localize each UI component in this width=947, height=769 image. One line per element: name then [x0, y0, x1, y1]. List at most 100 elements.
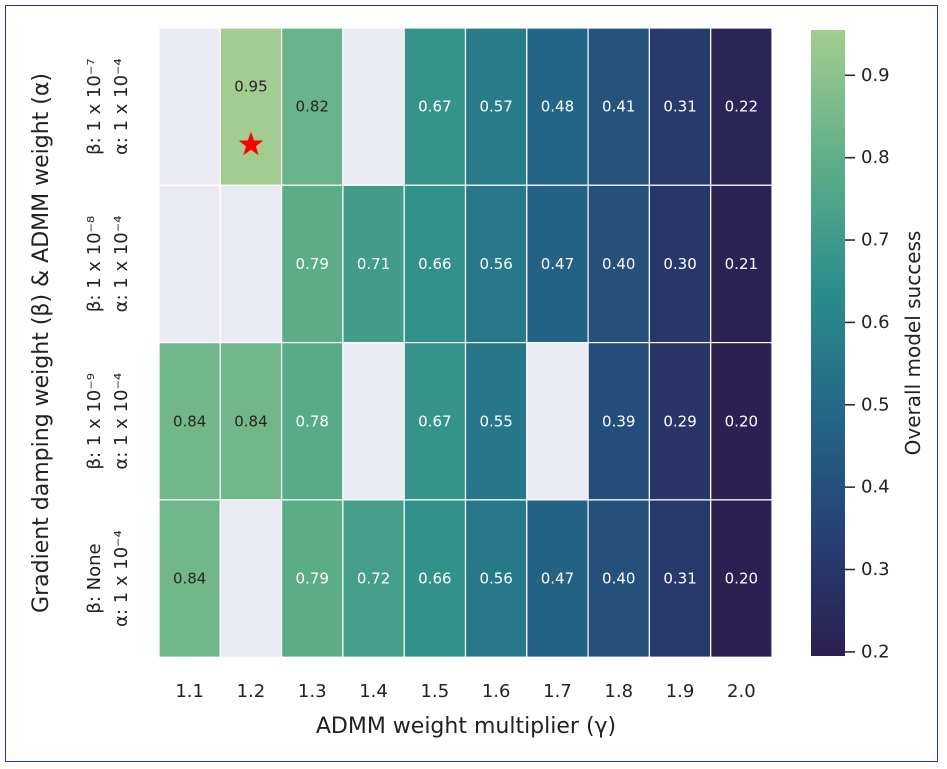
cell-value-label: 0.47 — [541, 570, 574, 588]
cell-value-label: 0.79 — [296, 570, 329, 588]
cell-value-label: 0.82 — [296, 98, 329, 116]
colorbar-gradient — [811, 30, 845, 656]
cell-value-label: 0.67 — [418, 98, 451, 116]
heatmap-cell — [281, 184, 344, 344]
heatmap-cell — [342, 499, 405, 658]
x-tick-label: 1.3 — [298, 681, 327, 702]
y-tick-label-beta: β: 1 x 10⁻⁹ — [84, 373, 105, 469]
heatmap-cell — [648, 499, 712, 658]
x-tick-label: 1.1 — [175, 681, 204, 702]
heatmap-cell — [158, 184, 221, 344]
y-tick-label-alpha: α: 1 x 10⁻⁴ — [111, 373, 132, 470]
heatmap-cell — [710, 499, 773, 658]
heatmap-cell — [403, 499, 467, 658]
x-tick-label: 2.0 — [727, 681, 756, 702]
y-tick-label-beta: β: 1 x 10⁻⁸ — [84, 216, 105, 312]
x-tick-label: 1.6 — [482, 681, 511, 702]
colorbar-tick-label: 0.7 — [861, 230, 890, 251]
y-tick-label-alpha: α: 1 x 10⁻⁴ — [111, 216, 132, 313]
heatmap-cell — [158, 27, 221, 186]
cell-value-label: 0.31 — [663, 98, 696, 116]
cell-value-label: 0.20 — [725, 570, 758, 588]
colorbar-tick-label: 0.4 — [861, 477, 890, 498]
cell-value-label: 0.84 — [173, 412, 206, 430]
x-tick-label: 1.2 — [237, 681, 266, 702]
cell-value-label: 0.47 — [541, 255, 574, 273]
heatmap-cell — [648, 27, 712, 186]
heatmap-cell — [526, 27, 589, 186]
cell-value-label: 0.95 — [234, 78, 267, 96]
x-tick-label: 1.9 — [666, 681, 695, 702]
cell-value-label: 0.72 — [357, 570, 390, 588]
y-tick-labels: β: 1 x 10⁻⁷ α: 1 x 10⁻⁴ β: 1 x 10⁻⁸ α: 1 x … — [84, 58, 132, 627]
cell-value-label: 0.57 — [479, 98, 512, 116]
colorbar-tick-label: 0.6 — [861, 312, 890, 333]
heatmap-cell — [158, 342, 221, 501]
cell-value-label: 0.66 — [418, 255, 451, 273]
cell-value-label: 0.30 — [663, 255, 696, 273]
y-axis-title: Gradient damping weight (β) & ADMM weigh… — [29, 73, 54, 613]
cell-value-label: 0.41 — [602, 98, 635, 116]
heatmap-cell — [342, 342, 405, 501]
x-tick-label: 1.7 — [543, 681, 572, 702]
heatmap-cell — [403, 184, 467, 344]
colorbar-tick-label: 0.2 — [861, 641, 890, 662]
cell-value-label: 0.78 — [296, 412, 329, 430]
cell-value-label: 0.21 — [725, 255, 758, 273]
heatmap-cell — [281, 499, 344, 658]
heatmap-cell — [219, 184, 283, 344]
heatmap-cell — [219, 499, 283, 658]
cell-value-label: 0.84 — [173, 570, 206, 588]
heatmap-cell — [526, 184, 589, 344]
heatmap-cell — [648, 342, 712, 501]
cell-value-label: 0.55 — [479, 412, 512, 430]
heatmap-cell — [219, 342, 283, 501]
heatmap-cell — [587, 499, 650, 658]
heatmap-cell — [710, 184, 773, 344]
cell-value-label: 0.56 — [479, 570, 512, 588]
colorbar-tick-label: 0.8 — [861, 147, 890, 168]
cell-value-label: 0.48 — [541, 98, 574, 116]
heatmap-cell — [464, 184, 528, 344]
x-tick-label: 1.8 — [604, 681, 633, 702]
cell-value-label: 0.40 — [602, 255, 635, 273]
heatmap-cell — [710, 27, 773, 186]
x-tick-label: 1.4 — [359, 681, 388, 702]
y-tick-label-alpha: α: 1 x 10⁻⁴ — [111, 530, 132, 627]
heatmap-cell — [342, 184, 405, 344]
heatmap-cell — [281, 342, 344, 501]
colorbar-tick-label: 0.9 — [861, 65, 890, 86]
heatmap-cell — [219, 27, 283, 186]
heatmap-cell — [710, 342, 773, 501]
heatmap-cell — [526, 342, 589, 501]
cell-value-label: 0.31 — [663, 570, 696, 588]
cell-value-label: 0.22 — [725, 98, 758, 116]
cell-value-label: 0.56 — [479, 255, 512, 273]
cell-value-label: 0.79 — [296, 255, 329, 273]
cell-value-label: 0.84 — [234, 412, 267, 430]
heatmap-cell — [403, 27, 467, 186]
y-tick-label-beta: β: 1 x 10⁻⁷ — [84, 58, 105, 154]
heatmap-cell — [587, 184, 650, 344]
cell-value-label: 0.40 — [602, 570, 635, 588]
heatmap-cell — [342, 27, 405, 186]
cell-value-label: 0.67 — [418, 412, 451, 430]
cell-value-label: 0.39 — [602, 412, 635, 430]
cell-value-label: 0.20 — [725, 412, 758, 430]
cell-value-label: 0.71 — [357, 255, 390, 273]
y-tick-label-beta: β: None — [84, 543, 105, 613]
cell-value-label: 0.29 — [663, 412, 696, 430]
colorbar: 0.2 0.3 0.4 0.5 0.6 0.7 0.8 0.9 — [811, 30, 890, 662]
x-tick-labels: 1.1 1.2 1.3 1.4 1.5 1.6 1.7 1.8 1.9 2.0 — [175, 681, 755, 702]
figure-frame — [5, 5, 938, 762]
heatmap-cell — [648, 184, 712, 344]
heatmap-cell — [464, 342, 528, 501]
heatmap-cells: 0.95 0.82 0.67 0.57 0.48 0.41 0.31 0.22 0.79 0.71… — [158, 27, 773, 658]
heatmap-cell — [464, 499, 528, 658]
y-tick-label-alpha: α: 1 x 10⁻⁴ — [111, 58, 132, 155]
colorbar-tick-label: 0.3 — [861, 559, 890, 580]
colorbar-label: Overall model success — [901, 231, 925, 456]
heatmap-cell — [526, 499, 589, 658]
heatmap-cell — [587, 342, 650, 501]
